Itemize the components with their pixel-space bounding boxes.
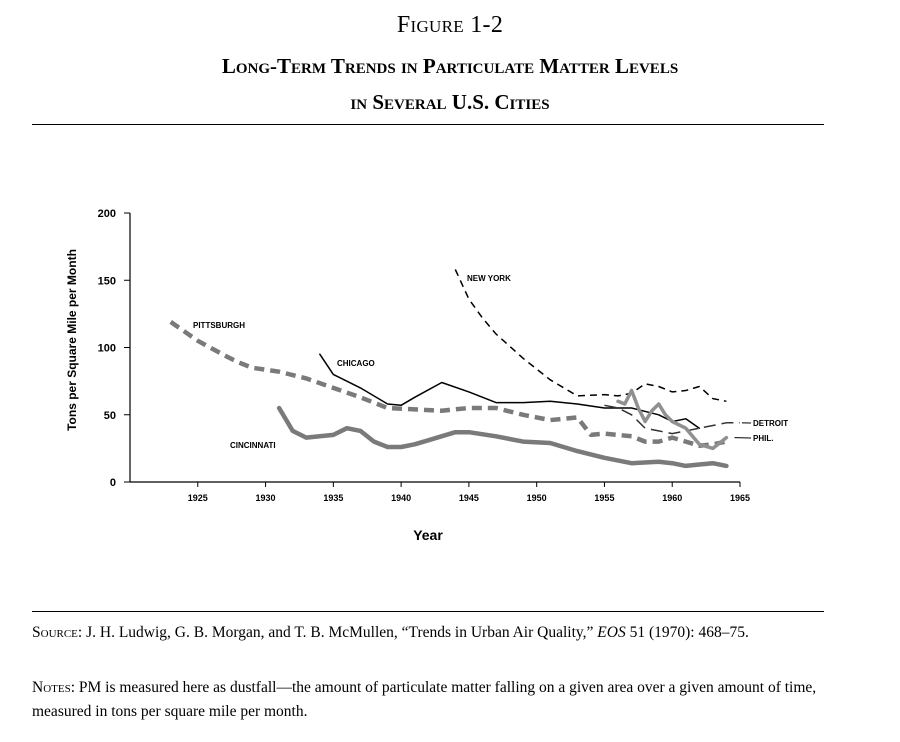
top-rule — [32, 124, 824, 125]
figure-title: Long-Term Trends in Particulate Matter L… — [0, 48, 900, 120]
series-line-chicago — [319, 353, 701, 429]
series-label-pittsburgh: PITTSBURGH — [193, 321, 245, 330]
source-journal: EOS — [597, 624, 626, 641]
x-tick-label: 1925 — [188, 493, 208, 503]
series-label-phil: PHIL. — [753, 434, 773, 443]
x-tick-label: 1950 — [527, 493, 547, 503]
source-note: Source: J. H. Ludwig, G. B. Morgan, and … — [32, 621, 832, 645]
bottom-rule — [32, 611, 824, 612]
chart-series — [169, 269, 740, 469]
notes-label: Notes: — [32, 679, 75, 696]
notes-text: PM is measured here as dustfall—the amou… — [32, 679, 817, 720]
figure-title-line-2: in Several U.S. Cities — [350, 90, 550, 114]
x-tick-label: 1935 — [323, 493, 343, 503]
series-line-pittsburgh — [169, 320, 727, 448]
series-label-chicago: CHICAGO — [337, 359, 375, 368]
y-tick-label: 200 — [98, 208, 116, 220]
x-tick-label: 1940 — [391, 493, 411, 503]
x-tick-label: 1955 — [594, 493, 614, 503]
x-axis-title: Year — [413, 527, 443, 543]
series-line-cincinnati — [276, 405, 729, 469]
series-label-new-york: NEW YORK — [467, 274, 511, 283]
y-tick-label: 50 — [104, 410, 116, 422]
source-label: Source: — [32, 624, 83, 641]
figure-title-line-1: Long-Term Trends in Particulate Matter L… — [221, 54, 679, 78]
series-line-detroit — [604, 404, 740, 435]
notes: Notes: PM is measured here as dustfall—t… — [32, 676, 832, 724]
figure-label: Figure 1-2 — [396, 12, 504, 38]
source-citation: 51 (1970): 468–75. — [629, 624, 749, 641]
y-tick-label: 100 — [98, 343, 116, 355]
series-label-detroit: DETROIT — [753, 419, 788, 428]
series-label-cincinnati: CINCINNATI — [230, 441, 276, 450]
y-axis-title: Tons per Square Mile per Month — [65, 249, 79, 431]
chart-labels: PITTSBURGH CINCINNATI CHICAGO NEW YORK DETRO… — [193, 274, 788, 450]
y-tick-label: 0 — [110, 477, 116, 489]
chart-axes: 0 50 100 150 200 1925 1930 1935 1940 1945 1950 1955… — [65, 208, 750, 543]
particulate-matter-line-chart: 0 50 100 150 200 1925 1930 1935 1940 1945 1950 1955… — [65, 208, 788, 543]
x-tick-label: 1930 — [256, 493, 276, 503]
x-tick-label: 1960 — [662, 493, 682, 503]
x-tick-label: 1965 — [730, 493, 750, 503]
series-line-phil — [616, 388, 729, 451]
y-tick-label: 150 — [98, 275, 116, 287]
series-line-new-york — [454, 269, 727, 403]
source-text: J. H. Ludwig, G. B. Morgan, and T. B. Mc… — [86, 624, 594, 641]
x-tick-label: 1945 — [459, 493, 479, 503]
